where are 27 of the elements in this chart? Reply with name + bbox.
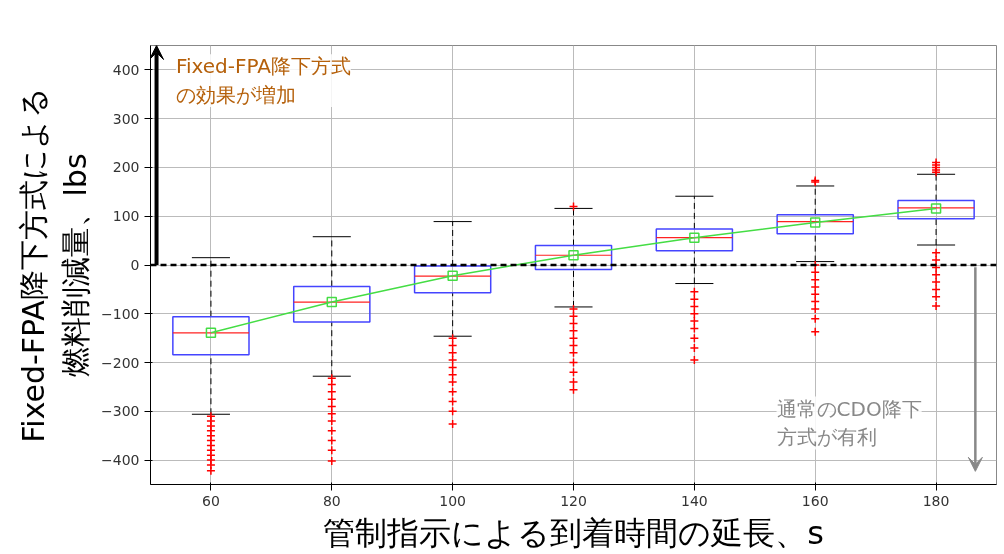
- y-tick-label: −400: [101, 452, 140, 469]
- point: [447, 270, 458, 281]
- x-tick-label: 100: [439, 492, 467, 509]
- x-tick-label: 160: [801, 492, 829, 509]
- y-tick-label: 300: [112, 110, 140, 127]
- point: [568, 249, 579, 261]
- x-tick-label: 120: [560, 492, 587, 509]
- y-tick-label: 100: [112, 208, 140, 225]
- x-tick-label: 140: [681, 492, 708, 509]
- x-axis-title: 管制指示による到着時間の延長、s: [323, 513, 824, 552]
- annotation: Fixed-FPA降下方式の効果が増加: [175, 54, 351, 108]
- y-tick-label: −100: [101, 305, 140, 322]
- point: [689, 232, 700, 243]
- y-tick-label: 400: [112, 61, 140, 78]
- point: [930, 203, 942, 214]
- x-tick-label: 180: [922, 492, 950, 509]
- annotation: 通常のCDO降下方式が有利: [776, 396, 922, 450]
- y-axis-title: Fixed-FPA降下方式による燃料削減量、lbs: [16, 87, 94, 443]
- y-tick-label: −200: [101, 354, 140, 371]
- x-tick-label: 60: [202, 492, 220, 509]
- point: [809, 217, 821, 228]
- y-tick-label: 0: [130, 257, 140, 273]
- y-tick-label: 200: [112, 159, 140, 176]
- point: [326, 296, 338, 308]
- y-tick-label: −300: [101, 403, 140, 420]
- x-tick-label: 80: [322, 492, 341, 509]
- point: [205, 327, 217, 339]
